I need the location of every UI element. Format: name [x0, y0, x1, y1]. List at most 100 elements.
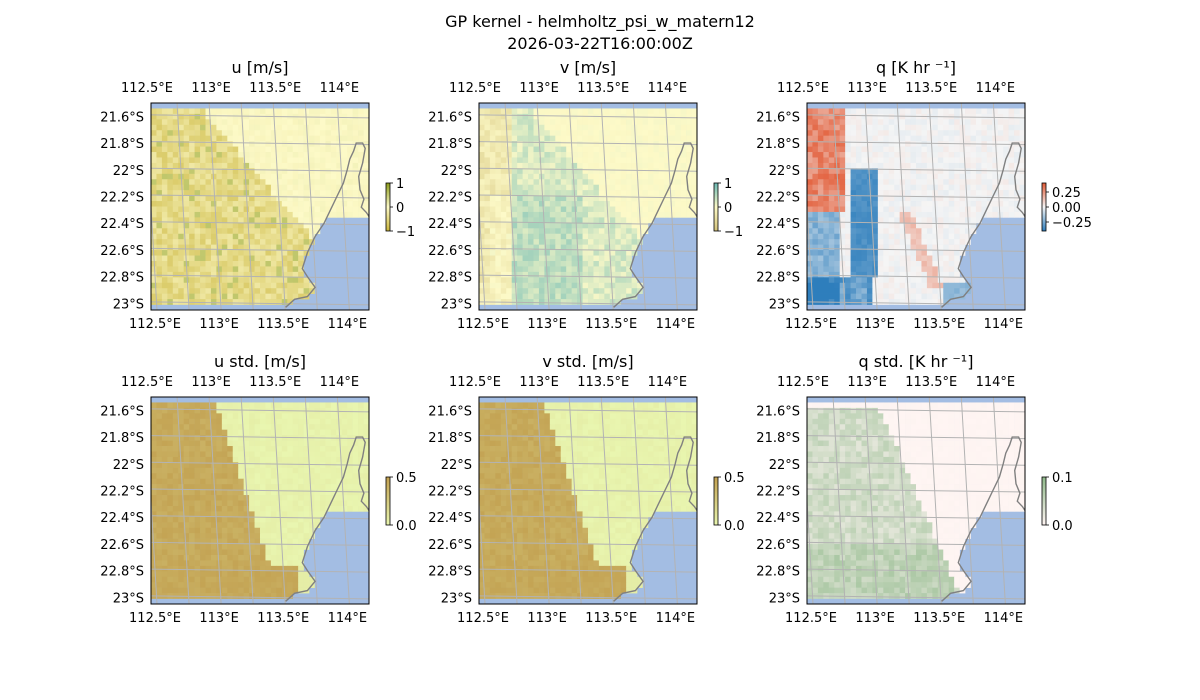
heatmap-cell [675, 113, 681, 120]
heatmap-cell [265, 266, 272, 273]
heatmap-cell [948, 250, 955, 256]
heatmap-cell [292, 484, 299, 490]
heatmap-cell [932, 168, 939, 175]
heatmap-cell [303, 402, 310, 409]
heatmap-cell [319, 152, 326, 158]
heatmap-cell [943, 195, 949, 202]
heatmap-cell [604, 130, 611, 136]
heatmap-cell [298, 266, 304, 273]
heatmap-cell [178, 271, 184, 278]
heatmap-cell [254, 402, 261, 409]
heatmap-cell [899, 162, 906, 169]
heatmap-cell [948, 190, 955, 196]
heatmap-cell [287, 299, 293, 305]
heatmap-cell [243, 424, 250, 430]
heatmap-cell [489, 184, 496, 191]
heatmap-cell [588, 157, 594, 164]
heatmap-cell [658, 146, 665, 153]
heatmap-cell [232, 266, 239, 273]
heatmap-cell [325, 446, 332, 452]
heatmap-cell [555, 228, 562, 235]
heatmap-cell [232, 544, 239, 550]
heatmap-cell [489, 130, 496, 136]
heatmap-cell [937, 190, 944, 196]
heatmap-cell [517, 282, 523, 289]
x-tick-label-bottom: 112.5°E [785, 317, 837, 332]
heatmap-cell [560, 195, 567, 202]
heatmap-cell [894, 250, 900, 256]
heatmap-cell [828, 157, 835, 164]
heatmap-cell [363, 429, 369, 436]
heatmap-cell [216, 179, 223, 186]
heatmap-cell [260, 549, 266, 556]
heatmap-cell [265, 505, 272, 512]
heatmap-cell [352, 195, 359, 202]
heatmap-cell [997, 179, 1004, 186]
heatmap-cell [309, 413, 315, 420]
heatmap-cell [888, 206, 895, 213]
heatmap-cell [314, 157, 321, 164]
heatmap-cell [151, 168, 157, 175]
heatmap-cell [298, 124, 304, 131]
parallel-gridline [807, 247, 1025, 252]
heatmap-cell [200, 293, 206, 300]
heatmap-cell [937, 206, 944, 213]
y-tick-label: 22.2°S [428, 190, 472, 205]
heatmap-cell [243, 407, 250, 414]
heatmap-cell [544, 162, 551, 169]
heatmap-cell [178, 108, 184, 115]
heatmap-cell [292, 446, 299, 452]
heatmap-cell [347, 195, 353, 202]
heatmap-cell [298, 271, 304, 278]
heatmap-cell [937, 168, 944, 175]
heatmap-cell [200, 467, 206, 474]
heatmap-cell [680, 130, 687, 136]
heatmap-cell [281, 157, 288, 164]
heatmap-cell [200, 500, 206, 507]
heatmap-cell [216, 549, 223, 556]
heatmap-cell [265, 440, 272, 447]
heatmap-cell [894, 277, 900, 284]
heatmap-cell [828, 173, 835, 180]
heatmap-cell [861, 250, 868, 256]
heatmap-cell [227, 179, 234, 186]
heatmap-cell [506, 250, 512, 256]
heatmap-cell [254, 467, 261, 474]
heatmap-cell [883, 162, 890, 169]
heatmap-cell [894, 173, 900, 180]
heatmap-cell [609, 201, 616, 207]
heatmap-cell [888, 184, 895, 191]
heatmap-cell [807, 168, 813, 175]
heatmap-cell [265, 495, 272, 501]
heatmap-cell [227, 440, 234, 447]
heatmap-cell [200, 222, 206, 229]
heatmap-cell [298, 489, 304, 496]
heatmap-cell [238, 271, 244, 278]
heatmap-cell [959, 201, 966, 207]
heatmap-cell [489, 124, 496, 131]
heatmap-cell [506, 179, 512, 186]
heatmap-cell [161, 549, 168, 556]
heatmap-cell [205, 146, 212, 153]
heatmap-cell [178, 495, 184, 501]
heatmap-cell [910, 179, 917, 186]
heatmap-cell [943, 282, 949, 289]
heatmap-cell [210, 533, 217, 539]
heatmap-cell [691, 135, 697, 142]
heatmap-cell [265, 152, 272, 158]
heatmap-cell [270, 500, 277, 507]
heatmap-cell [615, 141, 621, 147]
heatmap-cell [205, 271, 212, 278]
heatmap-cell [598, 288, 605, 294]
heatmap-cell [243, 522, 250, 529]
heatmap-cell [161, 451, 168, 458]
heatmap-cell [828, 217, 835, 224]
heatmap-cell [189, 549, 195, 556]
heatmap-cell [959, 277, 966, 284]
heatmap-cell [347, 495, 353, 501]
heatmap-cell [281, 402, 288, 409]
heatmap-cell [161, 130, 168, 136]
heatmap-cell [834, 266, 840, 273]
heatmap-cell [161, 467, 168, 474]
heatmap-cell [189, 211, 195, 218]
